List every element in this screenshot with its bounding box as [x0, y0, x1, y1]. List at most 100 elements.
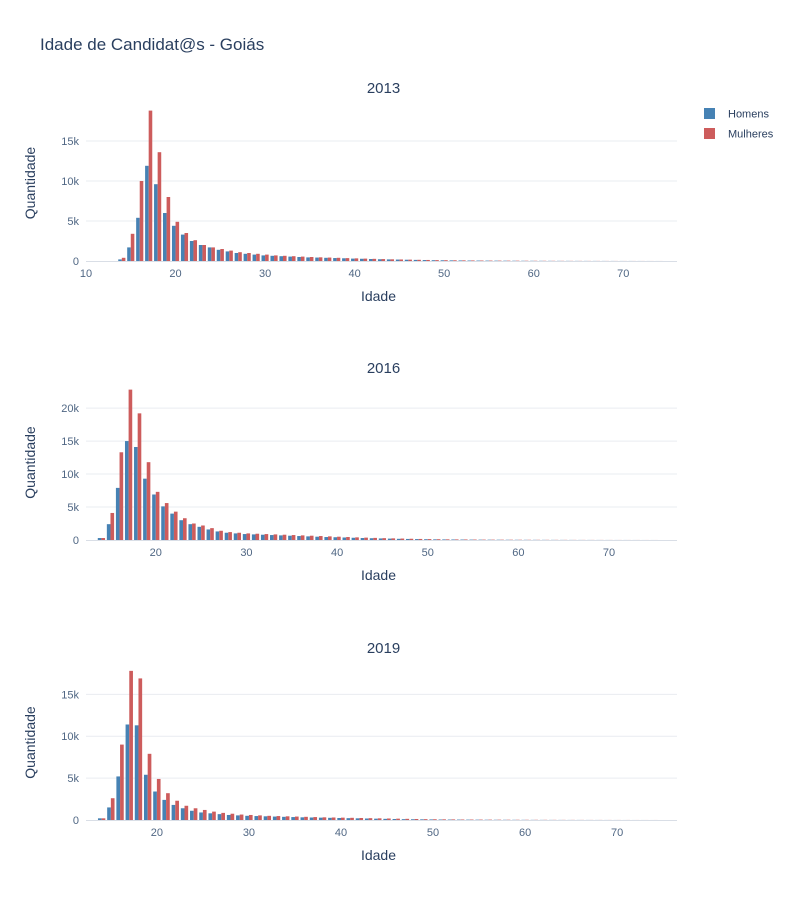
bar-mulheres-28[interactable] — [247, 253, 251, 261]
legend-item-homens[interactable]: Homens — [704, 108, 769, 121]
bar-mulheres-34[interactable] — [286, 816, 290, 820]
bar-mulheres-36[interactable] — [301, 535, 305, 540]
bar-homens-27[interactable] — [235, 253, 239, 261]
bar-homens-15[interactable] — [127, 247, 131, 261]
bar-mulheres-46[interactable] — [391, 538, 395, 540]
bar-homens-49[interactable] — [415, 539, 419, 540]
bar-homens-19[interactable] — [144, 775, 148, 820]
bar-mulheres-24[interactable] — [192, 524, 196, 540]
bar-homens-35[interactable] — [306, 257, 310, 261]
bar-mulheres-19[interactable] — [148, 754, 152, 820]
bar-homens-51[interactable] — [439, 820, 443, 821]
bar-mulheres-17[interactable] — [149, 111, 153, 261]
bar-homens-47[interactable] — [397, 539, 401, 540]
bar-mulheres-40[interactable] — [341, 818, 345, 820]
bar-mulheres-53[interactable] — [471, 260, 475, 261]
bar-mulheres-50[interactable] — [444, 260, 448, 261]
bar-homens-38[interactable] — [319, 818, 323, 820]
bar-mulheres-23[interactable] — [202, 245, 206, 261]
bar-mulheres-32[interactable] — [283, 256, 287, 261]
bar-homens-43[interactable] — [378, 259, 382, 261]
bar-mulheres-18[interactable] — [158, 152, 162, 261]
bar-homens-23[interactable] — [181, 808, 185, 820]
bar-homens-20[interactable] — [152, 494, 156, 540]
bar-homens-36[interactable] — [297, 536, 301, 540]
bar-homens-22[interactable] — [172, 805, 176, 820]
bar-homens-52[interactable] — [459, 260, 463, 261]
bar-homens-34[interactable] — [297, 257, 301, 261]
bar-homens-24[interactable] — [190, 811, 194, 820]
bar-mulheres-14[interactable] — [102, 818, 106, 820]
bar-homens-22[interactable] — [170, 514, 174, 540]
bar-mulheres-33[interactable] — [274, 534, 278, 540]
bar-mulheres-44[interactable] — [390, 259, 394, 261]
bar-mulheres-45[interactable] — [399, 259, 403, 261]
bar-homens-41[interactable] — [343, 537, 347, 540]
bar-mulheres-27[interactable] — [221, 813, 225, 820]
bar-homens-29[interactable] — [234, 533, 238, 540]
bar-homens-38[interactable] — [333, 258, 337, 261]
bar-mulheres-18[interactable] — [138, 678, 142, 820]
bar-mulheres-21[interactable] — [165, 503, 169, 540]
bar-homens-29[interactable] — [236, 815, 240, 820]
bar-homens-18[interactable] — [134, 447, 138, 540]
bar-mulheres-26[interactable] — [229, 251, 233, 261]
bar-homens-51[interactable] — [450, 260, 454, 261]
bar-mulheres-21[interactable] — [185, 233, 189, 261]
bar-homens-28[interactable] — [227, 815, 231, 820]
bar-mulheres-17[interactable] — [129, 390, 133, 540]
bar-mulheres-21[interactable] — [166, 793, 170, 820]
bar-mulheres-50[interactable] — [428, 539, 432, 540]
bar-mulheres-36[interactable] — [304, 817, 308, 820]
bar-homens-37[interactable] — [310, 817, 314, 820]
bar-mulheres-31[interactable] — [258, 815, 262, 820]
bar-mulheres-20[interactable] — [157, 779, 161, 820]
bar-homens-48[interactable] — [406, 539, 410, 540]
bar-homens-29[interactable] — [253, 255, 257, 261]
bar-mulheres-32[interactable] — [265, 534, 269, 540]
bar-mulheres-44[interactable] — [373, 538, 377, 540]
bar-mulheres-16[interactable] — [120, 745, 124, 820]
bar-mulheres-36[interactable] — [319, 257, 323, 261]
bar-homens-49[interactable] — [420, 819, 424, 820]
bar-mulheres-20[interactable] — [176, 222, 180, 261]
bar-homens-46[interactable] — [405, 260, 409, 261]
bar-mulheres-39[interactable] — [328, 536, 332, 540]
bar-homens-26[interactable] — [226, 251, 230, 261]
bar-homens-20[interactable] — [172, 226, 176, 261]
bar-homens-30[interactable] — [245, 816, 249, 820]
bar-mulheres-51[interactable] — [437, 539, 441, 540]
bar-mulheres-38[interactable] — [319, 536, 323, 540]
bar-homens-48[interactable] — [423, 260, 427, 261]
bar-homens-40[interactable] — [337, 818, 341, 820]
bar-homens-16[interactable] — [116, 488, 120, 540]
bar-mulheres-49[interactable] — [419, 539, 423, 540]
bar-homens-32[interactable] — [279, 256, 283, 261]
bar-homens-16[interactable] — [136, 218, 140, 261]
bar-homens-44[interactable] — [387, 259, 391, 261]
bar-homens-34[interactable] — [279, 535, 283, 540]
bar-mulheres-33[interactable] — [292, 256, 296, 261]
bar-mulheres-41[interactable] — [364, 259, 368, 261]
bar-mulheres-27[interactable] — [219, 531, 223, 540]
bar-homens-48[interactable] — [411, 819, 415, 820]
bar-homens-47[interactable] — [402, 819, 406, 820]
bar-homens-14[interactable] — [98, 818, 102, 820]
bar-homens-14[interactable] — [98, 538, 102, 540]
bar-mulheres-52[interactable] — [446, 539, 450, 540]
bar-mulheres-22[interactable] — [193, 240, 197, 261]
bar-mulheres-51[interactable] — [442, 819, 446, 820]
bar-homens-24[interactable] — [208, 247, 212, 261]
bar-mulheres-52[interactable] — [462, 260, 466, 261]
bar-mulheres-31[interactable] — [274, 255, 278, 261]
bar-homens-46[interactable] — [388, 539, 392, 540]
bar-homens-50[interactable] — [441, 260, 445, 261]
bar-mulheres-48[interactable] — [426, 260, 430, 261]
bar-mulheres-41[interactable] — [350, 818, 354, 820]
bar-mulheres-29[interactable] — [240, 815, 244, 820]
bar-mulheres-30[interactable] — [249, 815, 253, 820]
bar-mulheres-46[interactable] — [408, 260, 412, 261]
bar-homens-53[interactable] — [451, 539, 455, 540]
bar-homens-21[interactable] — [161, 506, 165, 540]
bar-homens-15[interactable] — [107, 807, 111, 820]
